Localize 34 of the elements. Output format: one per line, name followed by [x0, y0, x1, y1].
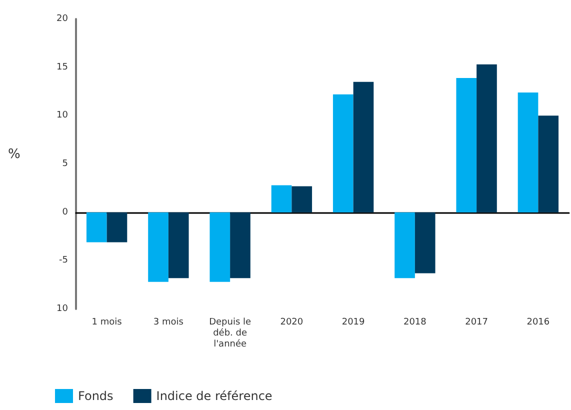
x-tick-label: 2017 [465, 318, 488, 328]
legend-label: Fonds [78, 389, 114, 403]
bar [210, 212, 230, 282]
bar [456, 78, 477, 212]
x-tick-label: 2020 [280, 318, 304, 328]
bar [230, 212, 250, 278]
y-tick-label: -5 [59, 256, 68, 266]
x-tick-label: 3 mois [153, 318, 184, 328]
bar [271, 185, 292, 212]
x-tick-label: 2019 [342, 318, 366, 328]
y-tick-label: 15 [56, 62, 68, 72]
y-tick-label: 5 [62, 159, 68, 169]
bar [292, 186, 312, 212]
bar [86, 212, 107, 242]
bar [414, 212, 436, 274]
bar [353, 82, 374, 212]
bar [148, 212, 168, 282]
bar [476, 64, 497, 212]
bar [394, 212, 415, 278]
y-tick-label: 20 [56, 14, 68, 24]
y-axis-title: % [8, 147, 20, 162]
bar [332, 94, 354, 212]
bar [106, 212, 128, 242]
x-tick-label: Depuis le déb. de l'année [209, 318, 252, 350]
bar [538, 116, 559, 212]
x-tick-label: 2018 [403, 318, 427, 328]
x-tick-label: 2016 [526, 318, 550, 328]
legend-label: Indice de référence [156, 389, 272, 403]
y-tick-label: 10 [56, 304, 68, 314]
bar [518, 92, 538, 212]
y-tick-label: 10 [56, 110, 68, 121]
bar [168, 212, 189, 278]
y-tick-label: 0 [62, 207, 68, 218]
x-tick-label: 1 mois [92, 318, 122, 328]
